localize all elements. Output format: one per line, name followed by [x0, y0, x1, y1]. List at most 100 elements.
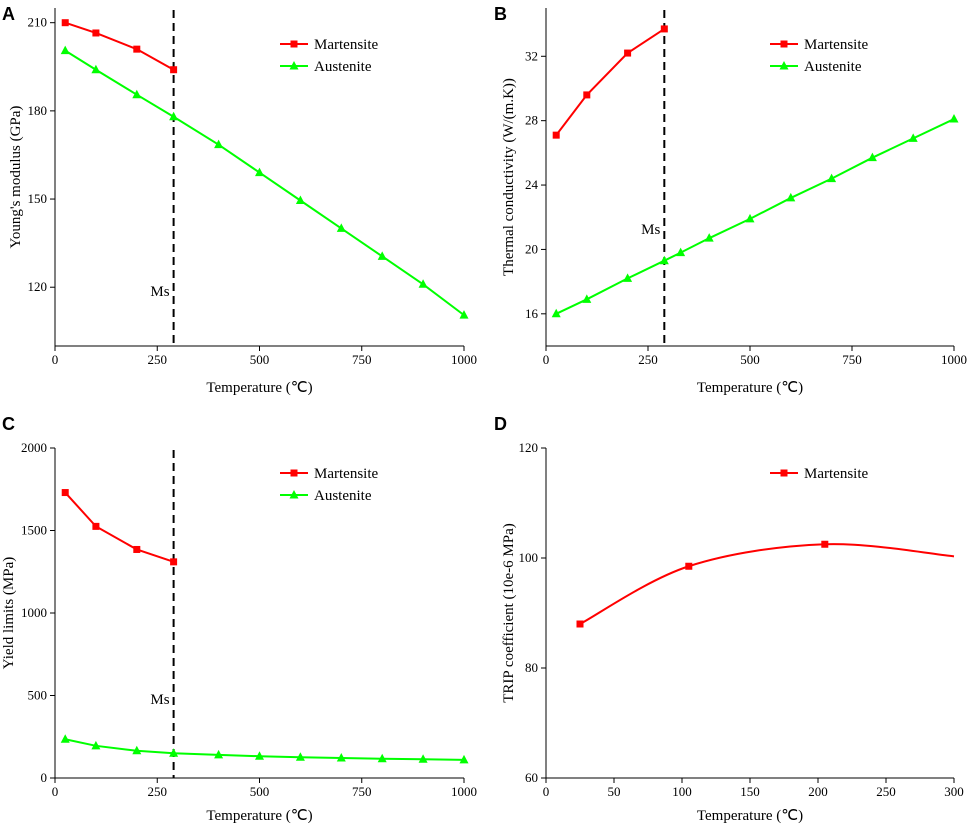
- data-point: [255, 167, 264, 177]
- legend-label: Martensite: [314, 37, 378, 53]
- x-tick-label: 0: [543, 784, 550, 799]
- panel-a: A 0 250 500 750 1000 120 150 180 210 Temperature (…: [2, 4, 477, 396]
- data-point: [133, 45, 141, 53]
- legend-entry: Austenite: [770, 59, 862, 75]
- y-tick-label: 0: [41, 770, 48, 785]
- data-point: [214, 749, 224, 759]
- data-point: [91, 64, 101, 74]
- series-austenite: [60, 45, 469, 319]
- y-axis-title: Yield limits (MPa): [1, 557, 17, 670]
- legend-label: Austenite: [314, 488, 372, 504]
- y-tick-label: 1000: [21, 605, 47, 620]
- data-point: [623, 273, 633, 282]
- data-point: [676, 247, 686, 257]
- data-point: [582, 294, 592, 303]
- data-point: [91, 740, 101, 750]
- x-tick-label: 0: [52, 784, 59, 799]
- data-point: [704, 233, 714, 242]
- panel-d: D 0 50 100 150 200 250 300 60 80 100 120 Temperature…: [494, 414, 964, 824]
- x-tick-label: 250: [148, 784, 168, 799]
- data-point: [552, 131, 560, 139]
- x-tick-label: 500: [740, 352, 760, 367]
- y-tick-label: 32: [525, 48, 538, 63]
- x-tick-label: 250: [638, 352, 658, 367]
- data-point: [418, 279, 428, 288]
- data-point: [170, 558, 178, 566]
- series-martensite: [552, 25, 668, 139]
- data-point: [551, 308, 561, 318]
- data-point: [583, 91, 591, 99]
- panel-letter: D: [494, 414, 507, 434]
- y-tick-label: 20: [525, 241, 538, 256]
- legend-label: Martensite: [314, 466, 378, 482]
- series-martensite: [61, 489, 178, 566]
- legend-marker: [290, 40, 298, 48]
- y-tick-label: 150: [28, 191, 48, 206]
- data-point: [786, 192, 796, 202]
- series-line: [555, 118, 955, 315]
- x-tick-label: 1000: [451, 784, 477, 799]
- y-tick-label: 120: [28, 279, 48, 294]
- x-tick-label: 750: [352, 784, 372, 799]
- ms-label: Ms: [150, 692, 169, 708]
- y-tick-label: 16: [525, 306, 539, 321]
- x-axis-title: Temperature (℃): [206, 808, 312, 824]
- legend-entry: Martensite: [770, 466, 868, 482]
- data-point: [745, 213, 755, 223]
- data-point: [659, 255, 669, 265]
- data-point: [459, 754, 469, 764]
- panel-b: B 0 250 500 750 1000 16 20 24 28 32 Temperature (℃)…: [494, 4, 967, 396]
- data-point: [459, 310, 469, 319]
- legend-marker: [779, 61, 789, 70]
- x-tick-label: 300: [944, 784, 964, 799]
- y-tick-label: 24: [525, 177, 539, 192]
- series-austenite: [60, 734, 469, 764]
- series-line: [64, 491, 174, 563]
- data-point: [576, 620, 584, 628]
- data-point: [295, 195, 305, 205]
- y-tick-label: 210: [28, 15, 48, 30]
- panel-c: C 0 250 500 750 1000 0 500 1000 1500 2000 Temperatu…: [1, 414, 477, 824]
- panel-letter: C: [2, 414, 15, 434]
- data-point: [821, 540, 829, 548]
- x-tick-label: 500: [250, 784, 270, 799]
- legend-label: Austenite: [804, 59, 862, 75]
- data-point: [827, 173, 837, 183]
- y-tick-label: 80: [525, 660, 538, 675]
- y-tick-label: 1500: [21, 523, 47, 538]
- legend-marker: [289, 490, 299, 499]
- series-martensite: [576, 540, 955, 628]
- x-axis-title: Temperature (℃): [697, 380, 803, 396]
- x-tick-label: 500: [250, 352, 270, 367]
- legend-label: Austenite: [314, 59, 372, 75]
- panel-letter: B: [494, 4, 507, 24]
- data-point: [133, 545, 141, 553]
- data-point: [949, 114, 959, 123]
- x-tick-label: 1000: [941, 352, 967, 367]
- data-point: [169, 748, 179, 757]
- series-line: [64, 49, 465, 316]
- x-tick-label: 50: [608, 784, 621, 799]
- y-tick-label: 500: [28, 688, 48, 703]
- data-point: [132, 745, 142, 755]
- x-tick-label: 0: [543, 352, 550, 367]
- data-point: [214, 139, 224, 149]
- legend-entry: Martensite: [770, 37, 868, 53]
- legend-marker: [289, 61, 299, 70]
- data-point: [377, 753, 387, 763]
- data-point: [295, 752, 305, 761]
- y-axis-title: TRIP coefficient (10e-6 MPa): [501, 523, 517, 703]
- legend-entry: Austenite: [280, 488, 372, 504]
- legend-entry: Austenite: [280, 59, 372, 75]
- x-tick-label: 0: [52, 352, 59, 367]
- x-tick-label: 250: [876, 784, 896, 799]
- data-point: [336, 223, 346, 232]
- data-point: [908, 133, 918, 142]
- ms-label: Ms: [641, 222, 660, 238]
- data-point: [685, 562, 693, 570]
- data-point: [660, 25, 668, 33]
- x-tick-label: 100: [672, 784, 692, 799]
- y-tick-label: 2000: [21, 440, 47, 455]
- data-point: [61, 489, 69, 497]
- series-austenite: [551, 114, 959, 318]
